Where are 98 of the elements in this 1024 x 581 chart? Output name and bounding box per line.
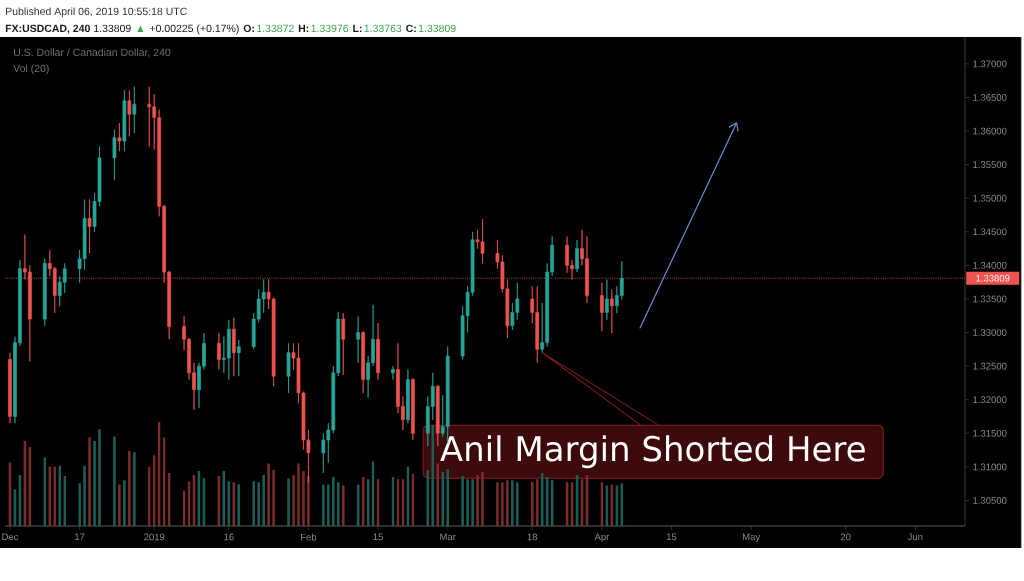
candlestick [575,239,579,273]
candlestick [8,352,12,424]
annotation: Anil Margin Shorted Here [440,435,865,469]
candlestick [236,339,241,377]
text: ▲ [137,25,144,32]
x-tick-label: Jun [907,533,923,541]
bar [113,436,116,526]
x-tick-label: 15 [666,533,677,541]
y-tick-label: 1.37000 [973,60,1007,68]
candlestick [147,86,152,147]
bar [83,465,86,526]
x-tick-label: 18 [527,533,538,541]
x-tick-label: 16 [224,533,234,541]
bar [471,479,474,526]
bar [88,437,91,526]
chart-title: Vol (20) [13,64,49,75]
bar [133,452,136,526]
candlestick [286,342,291,394]
bar [128,451,131,526]
text: O: [243,24,254,33]
bar [461,476,464,526]
candlestick [231,317,236,377]
candlestick [112,129,117,181]
candlestick [217,332,221,370]
candlestick [42,258,47,327]
x-tick-label: Feb [301,533,317,541]
x-tick-label: 2019 [144,533,165,541]
candlestick [406,369,410,424]
bar [237,484,241,526]
y-tick-label: 1.33000 [973,329,1007,336]
x-tick-label: 15 [373,533,383,541]
y-tick-label: 1.34500 [973,228,1007,236]
text: 1.33763 [364,24,402,33]
bar [535,479,539,526]
bar [118,484,121,526]
y-tick-label: 1.30500 [973,497,1007,504]
candlestick [132,86,137,134]
x-tick-label: May [742,533,761,543]
y-tick-label: 1.36500 [973,94,1007,101]
text: C: [406,24,416,33]
bar [252,481,256,526]
bar [481,471,484,526]
bar [267,463,270,526]
candlestick [127,89,132,137]
x-tick-label: Apr [594,533,610,543]
candlestick [341,312,346,376]
text: 1.33809 [418,24,456,33]
candlestick [391,365,395,380]
x-tick-label: 20 [840,533,851,541]
bar [322,484,325,526]
text: H: [298,24,309,32]
y-tick-label: 1.32500 [973,362,1007,370]
y-tick-label: 1.36000 [973,127,1007,135]
bar [466,479,469,526]
candlestick [435,384,440,447]
x-tick-label: Mar [440,533,456,541]
bar [441,471,445,526]
bar [257,482,260,526]
y-tick-label: 1.34000 [973,262,1007,269]
text: +0.00225 (+0.17%) [149,24,239,35]
candlestick [117,122,122,152]
candlestick [122,89,127,152]
bar [327,484,330,526]
bar [332,477,335,526]
candlestick [610,289,614,334]
y-tick-label: 1.33500 [973,295,1007,303]
bar [98,429,101,526]
x-tick-label: Dec [2,533,19,541]
bar [336,482,340,526]
bar [540,472,544,526]
bar [307,476,310,526]
bar [436,463,440,526]
bar [123,480,126,526]
y-tick-label: 1.35000 [973,194,1007,202]
text: 1.33872 [257,24,294,33]
bar [431,425,435,526]
bar [341,485,345,526]
bar [93,440,96,526]
text: Published April 06, 2019 10:55:18 UTC [6,7,187,18]
text: U.S. Dollar / Canadian Dollar, 240 [14,48,171,58]
candlestick [600,282,604,332]
y-tick-label: 1.31000 [973,463,1007,471]
candlestick [87,199,92,254]
text: L: [353,24,362,32]
candlestick [376,322,380,380]
text: 1.33976 [311,24,349,33]
y-tick-label: 1.35500 [973,161,1007,168]
bar [476,475,479,526]
text: FX:USDCAD, 240 1.33809 [5,24,131,34]
y-tick-label: 1.31500 [973,429,1007,437]
ref-line-label: 1.33809 [976,274,1010,282]
x-tick-label: 17 [75,533,85,541]
bar [446,468,449,526]
candlestick [356,316,361,364]
candlestick [605,279,609,321]
candlestick [361,330,365,394]
candlestick [411,377,415,441]
y-tick-label: 1.32000 [973,396,1007,404]
